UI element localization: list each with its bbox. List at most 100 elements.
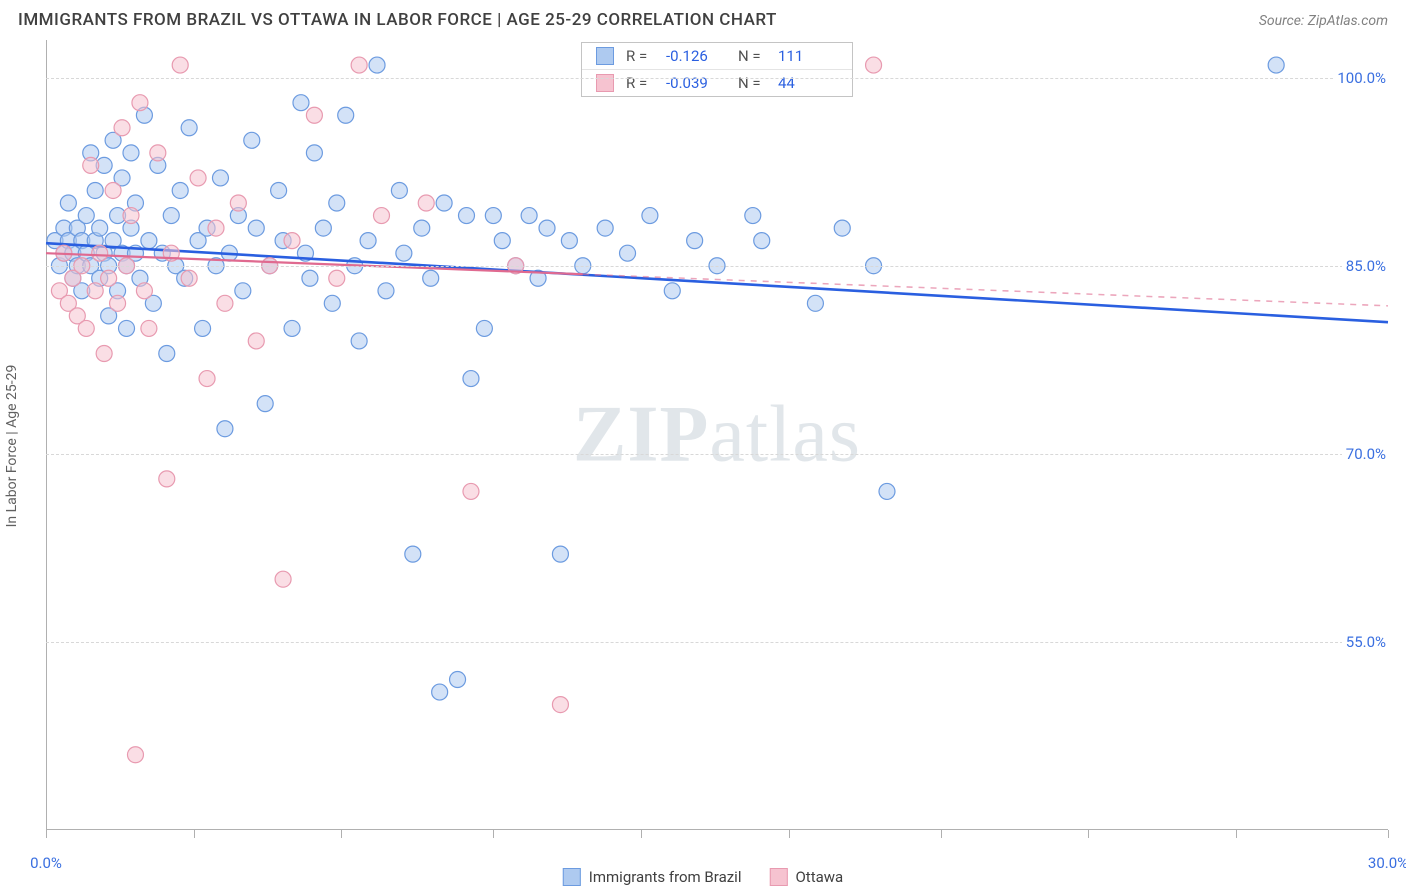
data-point bbox=[561, 233, 577, 249]
data-point bbox=[338, 107, 354, 123]
data-point bbox=[687, 233, 703, 249]
data-point bbox=[172, 182, 188, 198]
legend-item-brazil: Immigrants from Brazil bbox=[563, 868, 742, 886]
data-point bbox=[110, 295, 126, 311]
data-point bbox=[195, 320, 211, 336]
data-point bbox=[199, 371, 215, 387]
x-tick bbox=[941, 830, 942, 838]
data-point bbox=[329, 195, 345, 211]
data-point bbox=[132, 95, 148, 111]
data-point bbox=[360, 233, 376, 249]
data-point bbox=[141, 233, 157, 249]
data-point bbox=[248, 333, 264, 349]
data-point bbox=[123, 208, 139, 224]
data-point bbox=[127, 747, 143, 763]
data-point bbox=[539, 220, 555, 236]
data-point bbox=[879, 483, 895, 499]
data-point bbox=[324, 295, 340, 311]
data-point bbox=[181, 270, 197, 286]
data-point bbox=[92, 220, 108, 236]
x-tick bbox=[1088, 830, 1089, 838]
data-point bbox=[521, 208, 537, 224]
data-point bbox=[114, 120, 130, 136]
data-point bbox=[83, 157, 99, 173]
x-tick bbox=[341, 830, 342, 838]
data-point bbox=[329, 270, 345, 286]
data-point bbox=[552, 697, 568, 713]
data-point bbox=[302, 270, 318, 286]
chart-title: IMMIGRANTS FROM BRAZIL VS OTTAWA IN LABO… bbox=[18, 10, 777, 30]
x-tick bbox=[789, 830, 790, 838]
x-tick bbox=[1388, 830, 1389, 838]
data-point bbox=[450, 672, 466, 688]
data-point bbox=[834, 220, 850, 236]
data-point bbox=[463, 483, 479, 499]
data-point bbox=[414, 220, 430, 236]
data-point bbox=[405, 546, 421, 562]
data-point bbox=[87, 283, 103, 299]
data-point bbox=[494, 233, 510, 249]
data-point bbox=[78, 208, 94, 224]
data-point bbox=[163, 208, 179, 224]
data-point bbox=[807, 295, 823, 311]
data-point bbox=[78, 320, 94, 336]
gridline bbox=[46, 78, 1388, 79]
data-point bbox=[369, 57, 385, 73]
data-point bbox=[306, 145, 322, 161]
data-point bbox=[208, 220, 224, 236]
data-point bbox=[664, 283, 680, 299]
data-point bbox=[119, 320, 135, 336]
data-point bbox=[217, 421, 233, 437]
data-point bbox=[396, 245, 412, 261]
y-tick-label: 85.0% bbox=[1342, 257, 1390, 275]
data-point bbox=[745, 208, 761, 224]
data-point bbox=[96, 345, 112, 361]
trend-line-dashed bbox=[583, 274, 1388, 306]
data-point bbox=[257, 396, 273, 412]
data-point bbox=[244, 132, 260, 148]
data-point bbox=[378, 283, 394, 299]
data-point bbox=[391, 182, 407, 198]
data-point bbox=[642, 208, 658, 224]
data-point bbox=[150, 145, 166, 161]
data-point bbox=[432, 684, 448, 700]
data-point bbox=[217, 295, 233, 311]
data-point bbox=[315, 220, 331, 236]
x-tick bbox=[493, 830, 494, 838]
legend: Immigrants from Brazil Ottawa bbox=[563, 868, 843, 886]
data-point bbox=[159, 345, 175, 361]
data-point bbox=[275, 571, 291, 587]
gridline bbox=[46, 266, 1388, 267]
data-point bbox=[351, 333, 367, 349]
data-point bbox=[248, 220, 264, 236]
data-point bbox=[181, 120, 197, 136]
data-point bbox=[293, 95, 309, 111]
data-point bbox=[458, 208, 474, 224]
data-point bbox=[92, 245, 108, 261]
data-point bbox=[271, 182, 287, 198]
gridline bbox=[46, 642, 1388, 643]
stats-row-brazil: R = -0.126 N = 111 bbox=[582, 43, 852, 69]
data-point bbox=[212, 170, 228, 186]
data-point bbox=[485, 208, 501, 224]
x-tick bbox=[641, 830, 642, 838]
data-point bbox=[172, 57, 188, 73]
x-tick-label: 0.0% bbox=[30, 854, 62, 872]
data-point bbox=[418, 195, 434, 211]
data-point bbox=[436, 195, 452, 211]
x-tick bbox=[1236, 830, 1237, 838]
data-point bbox=[284, 320, 300, 336]
data-point bbox=[463, 371, 479, 387]
data-point bbox=[866, 57, 882, 73]
y-axis-label: In Labor Force | Age 25-29 bbox=[4, 365, 20, 528]
data-point bbox=[101, 270, 117, 286]
chart-header: IMMIGRANTS FROM BRAZIL VS OTTAWA IN LABO… bbox=[0, 0, 1406, 34]
data-point bbox=[190, 170, 206, 186]
x-tick bbox=[46, 830, 47, 838]
y-tick-label: 55.0% bbox=[1342, 633, 1390, 651]
data-point bbox=[423, 270, 439, 286]
swatch-brazil bbox=[563, 868, 581, 886]
y-tick-label: 70.0% bbox=[1342, 445, 1390, 463]
chart-source: Source: ZipAtlas.com bbox=[1259, 13, 1388, 29]
data-point bbox=[230, 195, 246, 211]
